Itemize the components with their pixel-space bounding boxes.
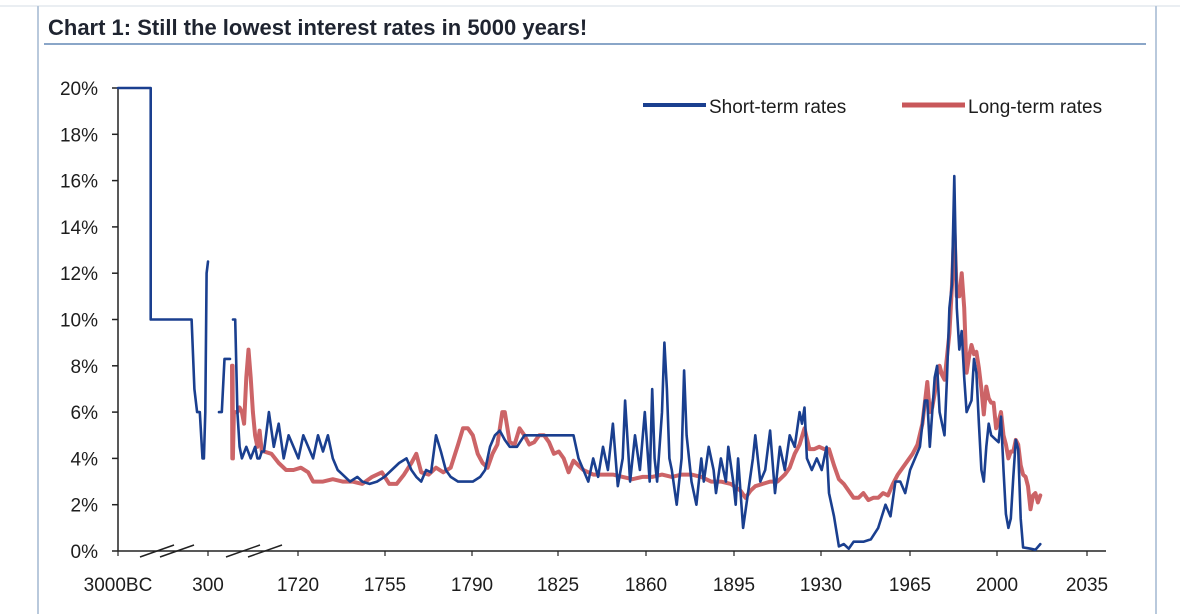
chart-title: Chart 1: Still the lowest interest rates…	[48, 15, 587, 40]
short-term-line	[262, 174, 1042, 552]
legend-label-long: Long-term rates	[968, 97, 1102, 118]
long-term-line	[230, 347, 264, 461]
long-term-series	[230, 224, 1043, 512]
short-term-line	[217, 357, 232, 414]
y-tick-label: 10%	[60, 311, 98, 332]
x-axis: 3000BC 300 1720 1755 1790 1825 1860 1895 1930 196…	[84, 550, 1108, 596]
y-tick-label: 18%	[60, 125, 98, 146]
x-tick-label: 1860	[625, 575, 667, 596]
x-tick-label: 1755	[364, 575, 406, 596]
x-tick-label: 1895	[713, 575, 755, 596]
x-tick-label: 2000	[976, 575, 1018, 596]
x-tick-label: 1720	[277, 575, 319, 596]
legend-label-short: Short-term rates	[709, 97, 846, 118]
y-tick-label: 20%	[60, 79, 98, 100]
axis-break-mark	[139, 544, 175, 558]
axis-break-marks	[139, 544, 283, 558]
short-term-line	[231, 318, 264, 460]
legend: Short-term rates Long-term rates	[643, 97, 1102, 118]
x-tick-label: 1825	[537, 575, 579, 596]
short-term-series	[116, 86, 1042, 552]
x-tick-label: 1965	[889, 575, 931, 596]
axis-break-mark	[225, 544, 261, 558]
y-tick-label: 8%	[71, 357, 99, 378]
x-tick-label: 1790	[451, 575, 493, 596]
x-tick-label: 300	[192, 575, 224, 596]
y-axis: 0% 2% 4% 6% 8% 10% 12% 14% 16% 18% 20%	[60, 79, 119, 563]
y-tick-label: 2%	[71, 496, 99, 517]
axis-break-mark	[159, 544, 195, 558]
x-tick-label: 2035	[1066, 575, 1108, 596]
y-tick-label: 4%	[71, 449, 99, 470]
long-term-line	[262, 224, 1043, 512]
y-tick-label: 6%	[71, 403, 99, 424]
y-tick-label: 0%	[71, 542, 99, 563]
y-tick-label: 12%	[60, 264, 98, 285]
series-layer	[116, 86, 1043, 552]
y-tick-label: 14%	[60, 218, 98, 239]
x-tick-label: 1930	[800, 575, 842, 596]
x-tick-label: 3000BC	[84, 575, 153, 596]
axis-break-mark	[247, 544, 283, 558]
short-term-line	[116, 86, 210, 460]
y-tick-label: 16%	[60, 172, 98, 193]
